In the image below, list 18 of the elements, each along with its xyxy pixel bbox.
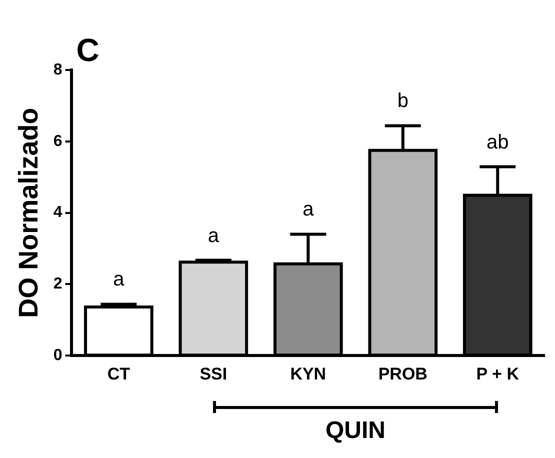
- annotation: a: [208, 224, 220, 247]
- text: QUIN: [324, 416, 387, 445]
- annotation: b: [397, 90, 408, 112]
- chart-title: C: [76, 32, 100, 69]
- x-tick-label: SSI: [200, 364, 228, 384]
- y-tick-label: 2: [53, 276, 62, 293]
- y-axis-title: DO Normalizado: [14, 108, 44, 318]
- x-tick-label: KYN: [290, 364, 326, 384]
- y-tick-label: 6: [53, 132, 62, 150]
- x-tick-label: CT: [107, 364, 131, 384]
- y-tick-label: 0: [53, 347, 62, 364]
- x-tick-label: P + K: [476, 364, 520, 384]
- annotation: a: [302, 198, 315, 221]
- x-tick-label: PROB: [378, 364, 428, 384]
- annotation: ab: [486, 131, 509, 154]
- annotation: a: [113, 268, 126, 291]
- y-tick-label: 4: [53, 204, 62, 222]
- y-tick-label: 8: [53, 61, 62, 78]
